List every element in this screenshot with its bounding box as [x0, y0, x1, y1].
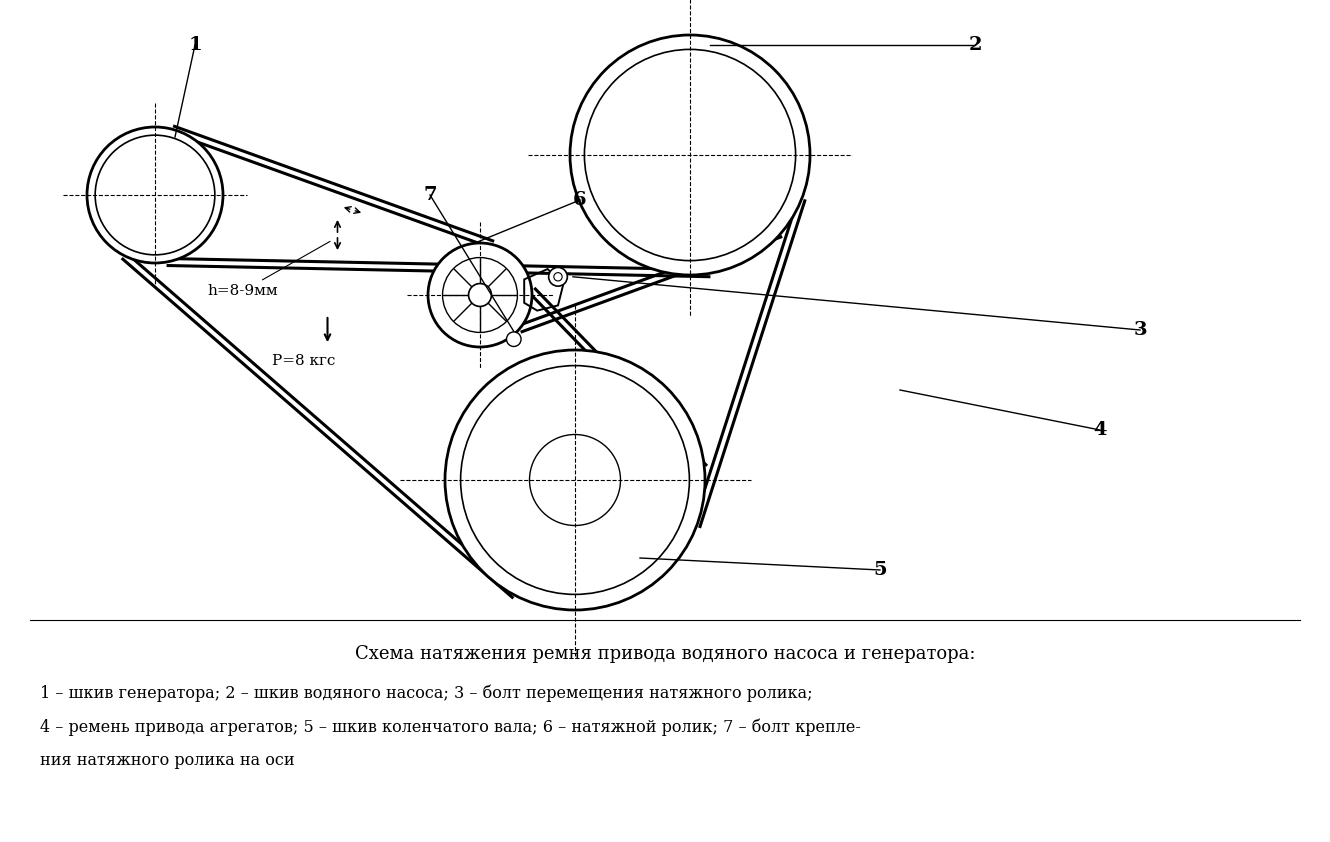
Text: 6: 6: [573, 191, 587, 209]
Text: 1: 1: [188, 36, 202, 54]
Circle shape: [468, 284, 492, 306]
Text: 4: 4: [1093, 421, 1107, 439]
Text: 3: 3: [1133, 321, 1146, 339]
Text: 5: 5: [874, 561, 887, 579]
Text: ния натяжного ролика на оси: ния натяжного ролика на оси: [40, 752, 295, 769]
Text: 7: 7: [423, 186, 436, 204]
Text: h=8-9мм: h=8-9мм: [207, 242, 330, 298]
Circle shape: [549, 268, 568, 286]
Text: Р=8 кгс: Р=8 кгс: [273, 354, 336, 368]
Text: Схема натяжения ремня привода водяного насоса и генератора:: Схема натяжения ремня привода водяного н…: [355, 645, 975, 663]
Circle shape: [446, 351, 704, 609]
Text: 1 – шкив генератора; 2 – шкив водяного насоса; 3 – болт перемещения натяжного ро: 1 – шкив генератора; 2 – шкив водяного н…: [40, 685, 813, 702]
Circle shape: [88, 128, 222, 262]
Text: 4 – ремень привода агрегатов; 5 – шкив коленчатого вала; 6 – натяжной ролик; 7 –: 4 – ремень привода агрегатов; 5 – шкив к…: [40, 718, 861, 736]
Circle shape: [553, 273, 563, 281]
Circle shape: [428, 243, 532, 347]
Circle shape: [430, 244, 531, 346]
Circle shape: [571, 36, 809, 274]
Text: 2: 2: [968, 36, 982, 54]
Circle shape: [507, 332, 521, 346]
